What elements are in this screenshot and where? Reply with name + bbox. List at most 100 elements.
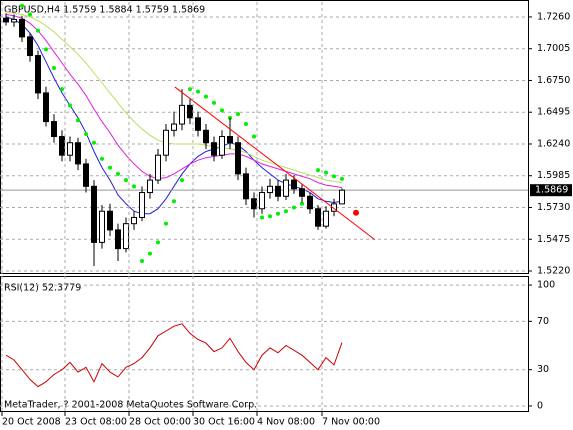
chart-title: GBPUSD,H4 1.5759 1.5884 1.5759 1.5869 xyxy=(4,5,205,16)
candle-body xyxy=(75,142,81,165)
candle-body xyxy=(147,179,153,194)
price-panel xyxy=(0,0,529,274)
sar-dot xyxy=(220,108,224,113)
candle-body xyxy=(299,188,305,197)
candle-body xyxy=(267,185,273,194)
sar-dot xyxy=(156,240,160,245)
y-tick-label: 1.7260 xyxy=(537,11,570,22)
sar-dot xyxy=(204,94,208,99)
y-tick-label: 70 xyxy=(537,316,549,327)
y-tick-label: 0 xyxy=(537,400,543,411)
x-tick-label: 23 Oct 08:00 xyxy=(65,417,127,428)
sar-dot xyxy=(244,122,248,127)
candle-body xyxy=(51,121,57,138)
sar-dot xyxy=(172,199,176,204)
candle-body xyxy=(283,179,289,197)
candle-body xyxy=(83,163,89,187)
candle-body xyxy=(27,36,33,57)
sar-dot xyxy=(268,214,272,219)
sar-dot xyxy=(236,112,240,117)
candle-body xyxy=(219,136,225,156)
y-tick-label: 1.5475 xyxy=(537,234,570,245)
sar-dot xyxy=(332,174,336,179)
sar-dot xyxy=(28,12,32,17)
y-tick-label: 1.7005 xyxy=(537,43,570,54)
candle-body xyxy=(251,198,257,210)
sar-dot xyxy=(316,168,320,173)
sar-dot xyxy=(252,134,256,139)
sar-dot xyxy=(124,178,128,183)
sar-dot xyxy=(292,205,296,210)
candle-body xyxy=(275,185,281,197)
sar-dot xyxy=(164,221,168,226)
y-tick-label: 1.5220 xyxy=(537,266,570,277)
sar-dot xyxy=(324,170,328,175)
x-tick-label: 4 Nov 08:00 xyxy=(257,417,315,428)
sar-dot xyxy=(180,178,184,183)
last-price-label: 1.5869 xyxy=(535,185,568,196)
sar-dot xyxy=(108,165,112,170)
sar-dot xyxy=(100,156,104,161)
candle-body xyxy=(43,92,49,123)
candle-body xyxy=(259,192,265,210)
sar-dot xyxy=(148,251,152,256)
x-tick-label: 28 Oct 00:00 xyxy=(129,417,191,428)
candle-body xyxy=(235,142,241,175)
sar-dot xyxy=(212,100,216,105)
y-tick-label: 1.5730 xyxy=(537,202,570,213)
sar-dot xyxy=(20,3,24,8)
candle-body xyxy=(19,18,25,38)
candle-body xyxy=(315,208,321,227)
candle-body xyxy=(59,136,65,156)
sar-dot xyxy=(84,132,88,137)
candle-body xyxy=(307,195,313,210)
y-tick-label: 30 xyxy=(537,364,549,375)
candle-body xyxy=(155,154,161,181)
candle-body xyxy=(35,55,41,94)
rsi-panel xyxy=(0,276,529,412)
sar-dot xyxy=(196,89,200,94)
candle-body xyxy=(123,223,129,250)
candle-body xyxy=(291,179,297,190)
marker xyxy=(353,209,359,216)
sar-dot xyxy=(52,66,56,71)
candle-body xyxy=(115,229,121,250)
candle-body xyxy=(91,185,97,243)
rsi-title: RSI(12) 52.3779 xyxy=(4,283,81,294)
candle-body xyxy=(163,129,169,156)
sar-dot xyxy=(300,201,304,206)
candle-body xyxy=(11,18,17,23)
y-tick-label: 1.6750 xyxy=(537,75,570,86)
candle-body xyxy=(3,17,9,23)
sar-dot xyxy=(188,87,192,92)
x-tick-label: 7 Nov 00:00 xyxy=(322,417,380,428)
candle-body xyxy=(211,142,217,156)
rsi-line xyxy=(5,323,343,388)
sar-dot xyxy=(276,211,280,216)
candle-body xyxy=(243,173,249,200)
candle-body xyxy=(227,136,233,144)
sar-dot xyxy=(60,87,64,92)
sar-dot xyxy=(92,140,96,145)
x-tick-label: 30 Oct 16:00 xyxy=(193,417,255,428)
candle-body xyxy=(139,192,145,218)
sar-dot xyxy=(36,28,40,33)
candle-body xyxy=(99,210,105,243)
sar-dot xyxy=(44,47,48,52)
candle-body xyxy=(339,189,345,205)
y-tick-label: 1.6495 xyxy=(537,107,570,118)
candle-body xyxy=(131,216,137,225)
trend-line xyxy=(174,86,376,241)
candle-body xyxy=(331,203,337,212)
candle-body xyxy=(171,123,177,131)
y-tick-label: 100 xyxy=(537,280,555,291)
candle-body xyxy=(187,104,193,119)
candle-body xyxy=(323,210,329,227)
candle-body xyxy=(107,210,113,231)
candle-body xyxy=(67,142,73,156)
candle-body xyxy=(195,117,201,131)
candle-body xyxy=(203,129,209,144)
last-price-box xyxy=(530,184,572,197)
moving-average xyxy=(5,11,343,184)
sar-dot xyxy=(140,259,144,264)
